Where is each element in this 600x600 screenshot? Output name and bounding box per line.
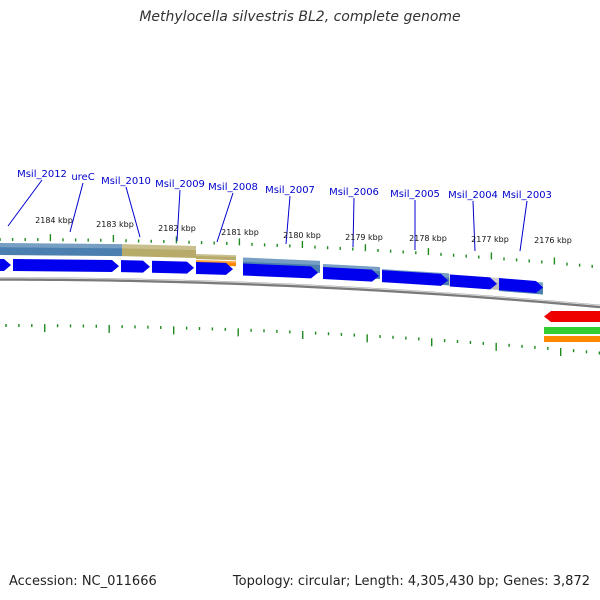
tick-label: 2176 kbp <box>534 236 572 245</box>
leader-line <box>285 195 291 245</box>
tick-labels: 2184 kbp 2183 kbp 2182 kbp 2181 kbp 2180 kbp… <box>35 216 572 245</box>
tick-label: 2183 kbp <box>96 220 134 229</box>
tick-marks-outer <box>0 234 593 268</box>
gene-label: Msil_2008 <box>208 182 258 193</box>
leader-line <box>7 179 43 227</box>
gene-label: Msil_2005 <box>390 189 440 200</box>
cds-arrow <box>196 261 233 275</box>
genome-title: Methylocella silvestris BL2, complete ge… <box>139 9 461 25</box>
gene-label: Msil_2012 <box>17 169 67 180</box>
backbone-line <box>0 277 600 309</box>
accession-text: Accession: NC_011666 <box>9 574 157 589</box>
gene-track-segment-shine <box>0 243 122 249</box>
leader-line <box>472 200 476 252</box>
cds-arrow <box>13 259 119 272</box>
cds-arrow <box>243 263 318 279</box>
leader-line <box>176 189 181 242</box>
gene-track-segment <box>196 253 236 261</box>
gene-label: Msil_2007 <box>265 185 315 196</box>
tick-marks-inner <box>5 324 600 357</box>
gene-labels: Msil_2012 ureC Msil_2010 Msil_2009 Msil_2008… <box>17 169 552 201</box>
leader-line <box>216 192 234 243</box>
cds-arrow <box>152 260 194 274</box>
reverse-gene-block <box>544 327 600 334</box>
tick-label: 2179 kbp <box>345 233 383 242</box>
label-leader-lines <box>7 179 528 252</box>
cds-arrow <box>121 260 150 273</box>
gene-label: Msil_2010 <box>101 176 151 187</box>
leader-line <box>352 197 355 248</box>
gene-track-segment <box>122 244 196 258</box>
cds-arrow <box>450 274 497 290</box>
reverse-rna-block <box>544 336 600 342</box>
gene-track-segment <box>0 243 122 257</box>
cds-arrow <box>499 278 543 293</box>
tick-label: 2178 kbp <box>409 234 447 243</box>
gene-track-segment-shine <box>122 244 196 251</box>
gene-label: Msil_2009 <box>155 179 205 190</box>
genome-summary-text: Topology: circular; Length: 4,305,430 bp… <box>232 574 590 589</box>
backbone-ring <box>0 277 600 309</box>
gene-label: Msil_2006 <box>329 187 379 198</box>
tick-label: 2181 kbp <box>221 228 259 237</box>
gene-label: ureC <box>71 172 94 183</box>
feature-tracks <box>0 243 543 295</box>
rna-track-segment-shine <box>196 259 236 264</box>
tick-label: 2180 kbp <box>283 231 321 240</box>
reverse-strand-features <box>544 311 600 342</box>
backbone-highlight <box>0 277 600 307</box>
leader-line <box>69 182 84 233</box>
tick-label: 2177 kbp <box>471 235 509 244</box>
gene-label: Msil_2003 <box>502 190 552 201</box>
gene-label: Msil_2004 <box>448 190 498 201</box>
cds-arrow <box>0 259 11 272</box>
gene-track-segment-shine <box>196 253 236 258</box>
leader-line <box>519 200 528 252</box>
reverse-cds-arrow <box>544 311 600 322</box>
gene-track-segment-shine <box>243 257 320 266</box>
cds-arrow <box>382 270 448 286</box>
cds-arrow <box>323 266 379 282</box>
tick-label: 2182 kbp <box>158 224 196 233</box>
tick-label: 2184 kbp <box>35 216 73 225</box>
leader-line <box>125 186 141 238</box>
